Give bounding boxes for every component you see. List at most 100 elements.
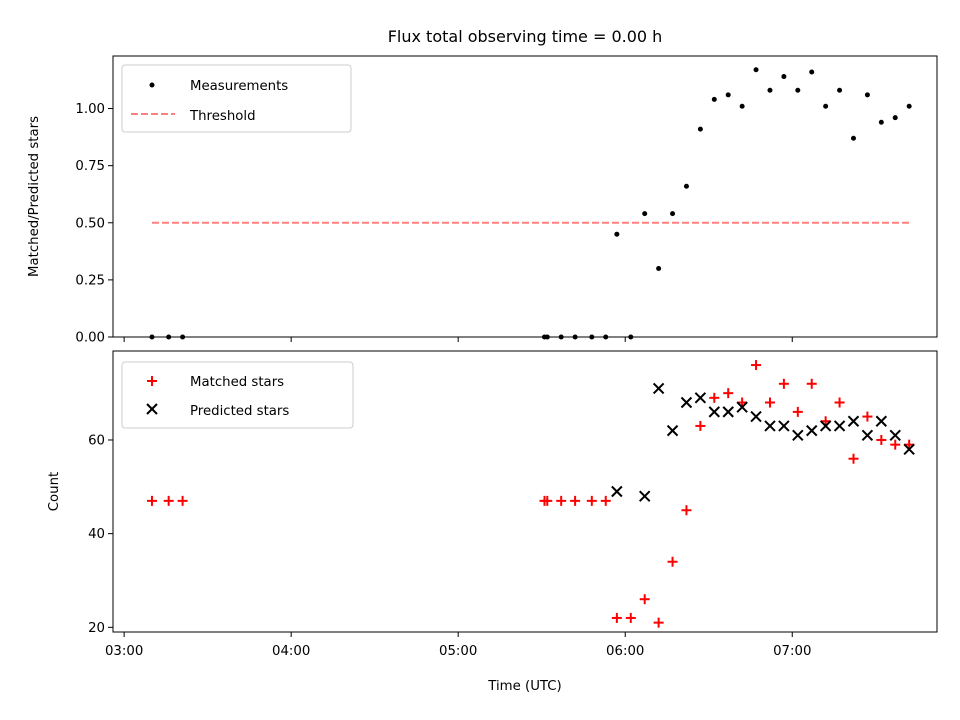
ratio-legend-box <box>121 64 352 133</box>
ratio-y-axis-label: Matched/Predicted stars <box>27 116 42 277</box>
matched-star-point <box>611 612 622 623</box>
legend-threshold-label: Threshold <box>189 109 256 124</box>
measurement-point <box>166 334 172 340</box>
x-tick-label: 03:00 <box>105 644 143 659</box>
measurement-point <box>614 231 620 237</box>
matched-star-point <box>163 495 174 506</box>
measurement-point <box>572 334 578 340</box>
x-tick-label: 07:00 <box>773 644 811 659</box>
measurement-point <box>683 183 689 189</box>
predicted-star-point <box>903 443 915 456</box>
matched-star-point <box>848 453 859 464</box>
matched-star-point <box>586 495 597 506</box>
measurement-point <box>642 211 648 217</box>
matched-star-point <box>542 495 553 506</box>
x-tick-label: 06:00 <box>606 644 644 659</box>
predicted-star-point <box>764 420 776 432</box>
matched-star-point <box>723 388 734 399</box>
predicted-star-point <box>750 410 762 423</box>
measurement-point <box>739 103 745 109</box>
matched-star-point <box>625 612 636 623</box>
count-x-axis: 03:00 04:00 05:00 06:00 07:00 <box>105 632 811 659</box>
measurement-point <box>850 135 856 141</box>
matched-star-point <box>177 495 188 506</box>
matched-star-point <box>653 617 664 628</box>
measurement-point <box>180 334 186 340</box>
measurement-point <box>711 96 717 102</box>
predicted-star-point <box>694 392 707 404</box>
predicted-star-point <box>819 420 832 432</box>
ratio-panel: 0.00 0.25 0.50 0.75 1.00 Matched/Predicted s… <box>27 55 938 346</box>
ratio-panel-frame <box>112 55 938 338</box>
matched-star-point <box>146 495 157 506</box>
count-y-axis-label: Count <box>47 472 62 512</box>
predicted-star-point <box>847 415 860 427</box>
measurement-point <box>781 74 787 80</box>
matched-star-point <box>778 378 789 389</box>
y-tick-label: 20 <box>88 621 105 636</box>
y-tick-label: 1.00 <box>75 102 105 117</box>
predicted-star-point <box>680 396 693 409</box>
predicted-star-point <box>875 415 888 427</box>
legend-matched-label: Matched stars <box>190 375 284 390</box>
measurement-point <box>837 87 843 93</box>
predicted-star-point <box>736 401 748 413</box>
measurement-point <box>628 334 634 340</box>
count-panel-frame <box>112 350 938 633</box>
measurement-point <box>589 334 595 340</box>
count-panel: 20 40 60 03:00 04:00 05:00 06:00 07:00 Count T… <box>47 350 938 694</box>
chart-title: Flux total observing time = 0.00 h <box>388 27 663 46</box>
matched-star-point <box>556 495 567 506</box>
y-tick-label: 0.50 <box>75 216 105 231</box>
predicted-star-point <box>611 485 623 498</box>
predicted-star-point <box>652 382 665 395</box>
ratio-y-axis: 0.00 0.25 0.50 0.75 1.00 <box>75 102 113 346</box>
measurement-point <box>603 334 609 340</box>
x-tick-label: 05:00 <box>439 644 477 659</box>
legend-matched-marker <box>147 376 157 386</box>
predicted-star-point <box>806 424 818 437</box>
legend-predicted-label: Predicted stars <box>190 404 289 419</box>
matched-star-point <box>806 378 817 389</box>
predicted-star-point <box>666 424 679 437</box>
predicted-star-point <box>792 429 804 442</box>
measurement-point <box>656 265 662 271</box>
measurement-point <box>558 334 564 340</box>
predicted-star-point <box>833 420 846 432</box>
measurement-point <box>753 67 759 73</box>
predicted-star-point <box>722 406 734 418</box>
ratio-plot-area <box>149 67 912 340</box>
predicted-star-point <box>638 490 651 502</box>
measurement-point <box>892 115 898 121</box>
matched-star-point <box>890 439 901 450</box>
matched-star-point <box>876 434 887 445</box>
measurement-point <box>725 92 731 98</box>
measurement-point <box>906 103 912 109</box>
count-y-axis: 20 40 60 <box>88 433 113 636</box>
measurement-point <box>809 69 815 75</box>
count-legend-box <box>121 361 354 429</box>
count-legend: Matched stars Predicted stars <box>121 361 354 429</box>
matched-star-point <box>709 392 720 403</box>
measurement-point <box>767 87 773 93</box>
matched-star-point <box>862 411 873 422</box>
measurement-point <box>670 211 676 217</box>
measurement-point <box>795 87 801 93</box>
count-plot-area <box>146 360 915 628</box>
y-tick-label: 0.25 <box>75 273 105 288</box>
ratio-x-ticks <box>123 337 793 342</box>
matched-star-point <box>570 495 581 506</box>
y-tick-label: 0.00 <box>75 331 105 346</box>
matched-star-point <box>834 397 845 408</box>
x-axis-label: Time (UTC) <box>487 679 562 694</box>
matched-star-point <box>792 406 803 417</box>
measurement-point <box>544 334 550 340</box>
matched-star-point <box>751 360 762 371</box>
matched-star-point <box>695 420 706 431</box>
measurement-point <box>149 334 155 340</box>
legend-measurements-marker <box>149 82 155 88</box>
measurement-point <box>823 103 829 109</box>
y-tick-label: 0.75 <box>75 159 105 174</box>
matched-star-point <box>639 594 650 605</box>
